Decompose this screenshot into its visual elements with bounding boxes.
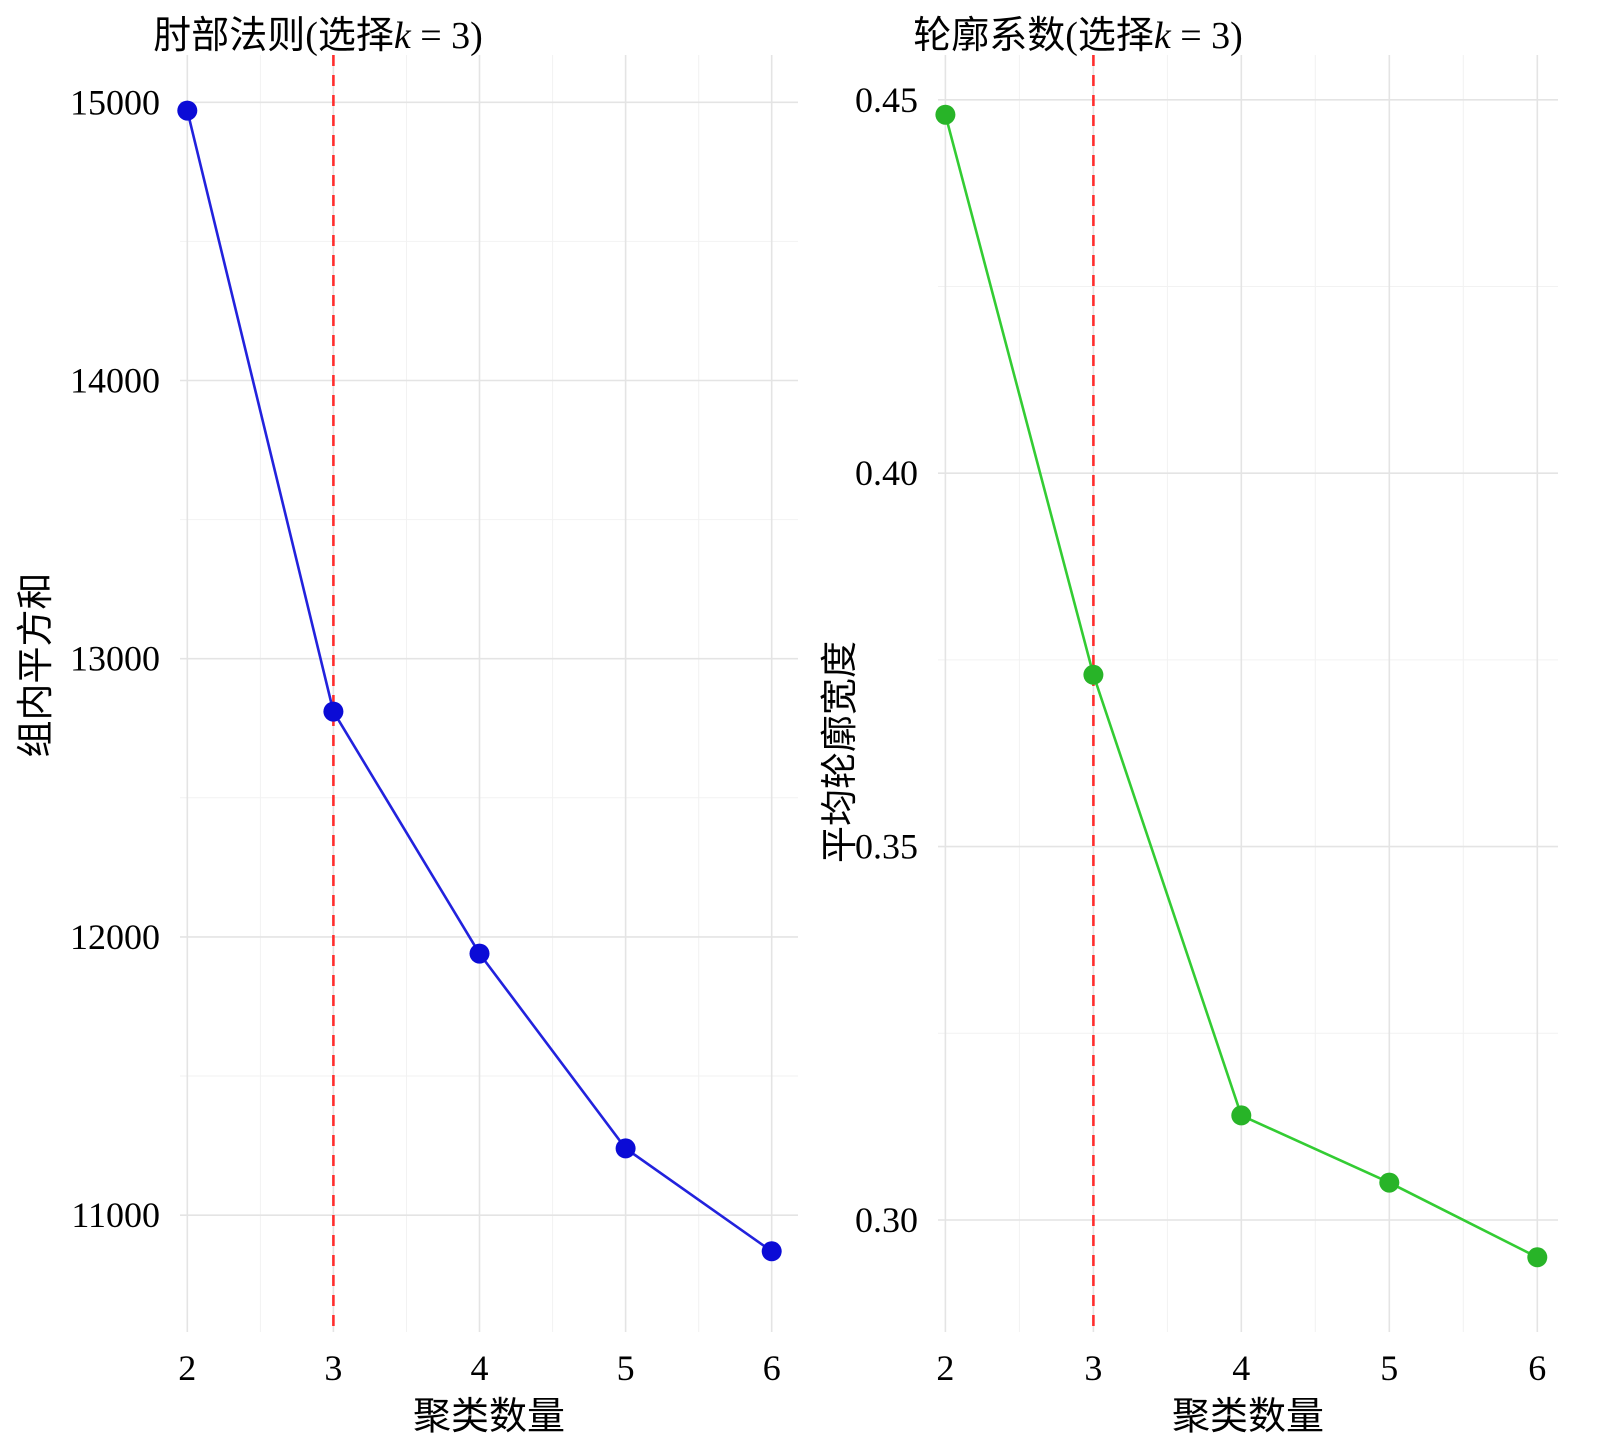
title-k-variable: k bbox=[1153, 15, 1171, 57]
svg-text:5: 5 bbox=[1380, 1348, 1398, 1388]
silhouette-chart-panel: 轮廓系数(选择k = 3) 平均轮廓宽度 0.30 0.35 0.40 0.45 2 3 4… bbox=[800, 0, 1600, 1439]
elbow-chart-title: 肘部法则(选择k = 3) bbox=[153, 4, 483, 59]
svg-text:2: 2 bbox=[178, 1348, 196, 1388]
silhouette-line-plot: 0.30 0.35 0.40 0.45 2 3 4 5 6 bbox=[855, 55, 1558, 1388]
svg-text:2: 2 bbox=[936, 1348, 954, 1388]
svg-text:6: 6 bbox=[1528, 1348, 1546, 1388]
x-axis-label: 聚类数量 bbox=[1171, 1396, 1325, 1438]
title-k-variable: k bbox=[393, 15, 411, 57]
svg-text:14000: 14000 bbox=[70, 361, 160, 401]
svg-text:12000: 12000 bbox=[70, 917, 160, 957]
title-text: 轮廓系数(选择 bbox=[913, 15, 1154, 57]
svg-text:0.35: 0.35 bbox=[855, 827, 918, 867]
x-axis-label: 聚类数量 bbox=[412, 1396, 566, 1438]
svg-text:5: 5 bbox=[617, 1348, 635, 1388]
svg-text:0.45: 0.45 bbox=[855, 80, 918, 120]
svg-text:4: 4 bbox=[471, 1348, 489, 1388]
svg-text:4: 4 bbox=[1232, 1348, 1250, 1388]
svg-text:11000: 11000 bbox=[71, 1195, 160, 1235]
title-text: 肘部法则(选择 bbox=[153, 15, 394, 57]
svg-text:6: 6 bbox=[763, 1348, 781, 1388]
svg-text:13000: 13000 bbox=[70, 639, 160, 679]
title-suffix: = 3) bbox=[1170, 15, 1243, 57]
silhouette-chart-title: 轮廓系数(选择k = 3) bbox=[913, 4, 1243, 59]
svg-text:3: 3 bbox=[324, 1348, 342, 1388]
elbow-chart-panel: 肘部法则(选择k = 3) 组内平方和 11000 12000 13000 14000… bbox=[16, 4, 798, 1438]
title-suffix: = 3) bbox=[410, 15, 483, 57]
svg-text:15000: 15000 bbox=[70, 82, 160, 122]
elbow-line-plot: 11000 12000 13000 14000 15000 2 3 4 5 6 bbox=[70, 55, 798, 1388]
svg-text:0.30: 0.30 bbox=[855, 1200, 918, 1240]
svg-text:0.40: 0.40 bbox=[855, 453, 918, 493]
svg-text:3: 3 bbox=[1084, 1348, 1102, 1388]
